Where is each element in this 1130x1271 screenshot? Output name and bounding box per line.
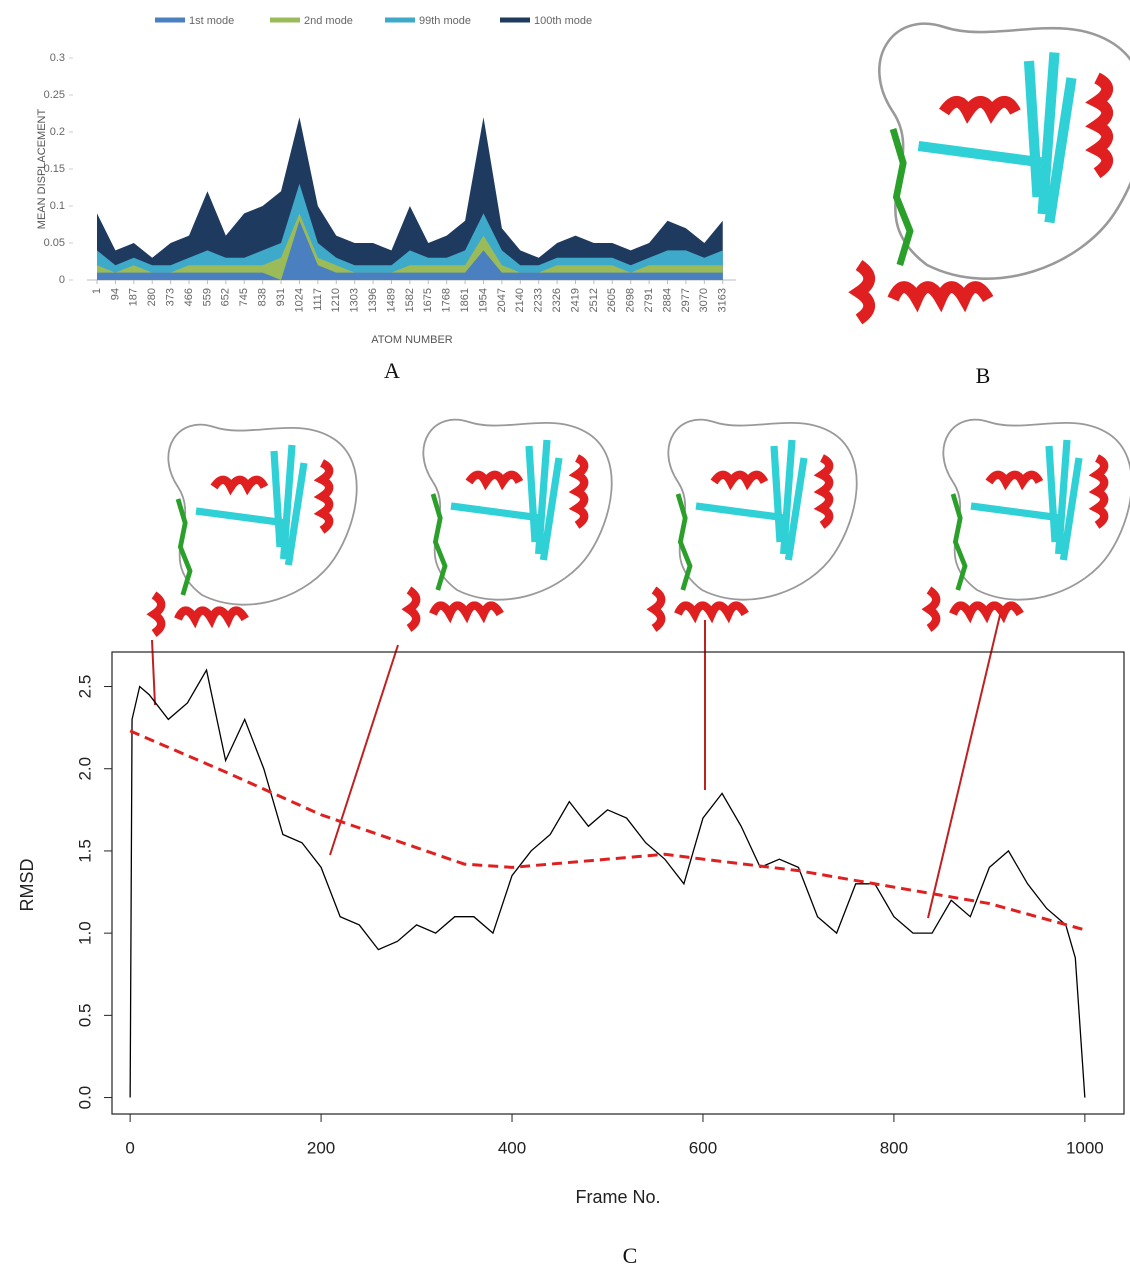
y-tick-label: 0.2 [50,126,65,138]
x-tick-label: 1210 [330,288,342,312]
y-tick-label: 0 [59,274,65,286]
y-axis-title: RMSD [17,859,37,912]
structure-b [859,24,1130,320]
x-tick-label: 800 [880,1138,908,1157]
series-line [129,729,1086,932]
y-tick-label: 0.5 [75,1004,94,1028]
x-tick-label: 200 [307,1138,335,1157]
x-tick-label: 838 [257,288,269,306]
y-tick-label: 0.1 [50,200,65,212]
x-tick-label: 2140 [514,288,526,312]
x-tick-label: 94 [109,288,121,300]
panel-label: A [384,358,400,383]
x-tick-label: 1 [91,288,103,294]
y-tick-label: 0.05 [44,237,65,249]
connector-lines [151,614,1001,919]
x-tick-label: 559 [201,288,213,306]
x-tick-label: 187 [128,288,140,306]
y-tick-label: 0.25 [44,89,65,101]
x-tick-label: 2047 [496,288,508,312]
x-tick-label: 0 [125,1138,134,1157]
x-tick-label: 745 [238,288,250,306]
x-tick-label: 373 [165,288,177,306]
x-tick-label: 1117 [312,288,324,311]
x-tick-label: 2512 [588,288,600,312]
x-tick-label: 1303 [349,288,361,312]
x-tick-label: 2791 [643,288,655,312]
x-tick-label: 1000 [1066,1138,1104,1157]
y-axis-title: MEAN DISPLACEMENT [36,109,48,230]
x-tick-label: 2977 [680,288,692,312]
panel-label: B [976,363,991,388]
x-tick-label: 3163 [717,288,729,312]
x-tick-label: 2698 [625,288,637,312]
x-tick-label: 280 [146,288,158,306]
x-tick-label: 931 [275,288,287,306]
area [97,183,723,280]
x-tick-label: 3070 [698,288,710,312]
y-tick-label: 1.5 [75,839,94,863]
x-tick-label: 1675 [422,288,434,312]
x-axis-title: ATOM NUMBER [371,334,453,346]
legend-label: 1st mode [189,15,234,27]
x-tick-label: 466 [183,288,195,306]
x-tick-label: 2326 [551,288,563,312]
legend-label: 2nd mode [304,15,353,27]
y-tick-label: 0.0 [75,1086,94,1110]
y-tick-label: 2.0 [75,757,94,781]
panel-label: C [623,1243,638,1268]
y-tick-label: 1.0 [75,921,94,945]
legend-label: 100th mode [534,15,592,27]
x-tick-label: 1396 [367,288,379,312]
x-tick-label: 2605 [606,288,618,312]
x-tick-label: 1024 [293,288,305,312]
x-tick-label: 1582 [404,288,416,312]
x-tick-label: 600 [689,1138,717,1157]
x-tick-label: 1768 [441,288,453,312]
x-tick-label: 400 [498,1138,526,1157]
x-tick-label: 2419 [569,288,581,312]
y-tick-label: 0.15 [44,163,65,175]
x-tick-label: 2233 [533,288,545,312]
x-axis-title: Frame No. [575,1187,660,1207]
area [97,117,723,280]
x-tick-label: 652 [220,288,232,306]
legend-label: 99th mode [419,15,471,27]
structure-snapshots [154,420,1130,634]
y-tick-label: 0.3 [50,52,65,64]
plot-frame [111,651,1125,1115]
series-line [129,668,1086,1098]
x-tick-label: 1861 [459,288,471,312]
x-tick-label: 1489 [385,288,397,312]
x-tick-label: 2884 [661,288,673,312]
area [97,220,723,280]
y-tick-label: 2.5 [75,675,94,699]
x-tick-label: 1954 [477,288,489,312]
